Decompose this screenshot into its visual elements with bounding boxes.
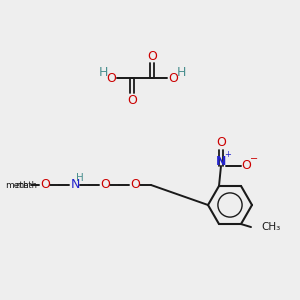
Text: O: O bbox=[168, 71, 178, 85]
Text: meth: meth bbox=[15, 181, 37, 190]
Text: CH₃: CH₃ bbox=[261, 222, 280, 232]
Text: N: N bbox=[70, 178, 80, 191]
Text: O: O bbox=[106, 71, 116, 85]
Text: meth: meth bbox=[5, 181, 29, 190]
Text: O: O bbox=[130, 178, 140, 191]
Text: H: H bbox=[176, 67, 186, 80]
Text: N: N bbox=[216, 155, 226, 168]
Text: −: − bbox=[250, 154, 258, 164]
Text: O: O bbox=[216, 136, 226, 149]
Text: O: O bbox=[147, 50, 157, 62]
Text: H: H bbox=[98, 67, 108, 80]
Text: O: O bbox=[127, 94, 137, 106]
Text: H: H bbox=[76, 173, 84, 183]
Text: +: + bbox=[225, 150, 231, 159]
Text: O: O bbox=[100, 178, 110, 191]
Text: O: O bbox=[40, 178, 50, 191]
Text: O: O bbox=[241, 159, 251, 172]
